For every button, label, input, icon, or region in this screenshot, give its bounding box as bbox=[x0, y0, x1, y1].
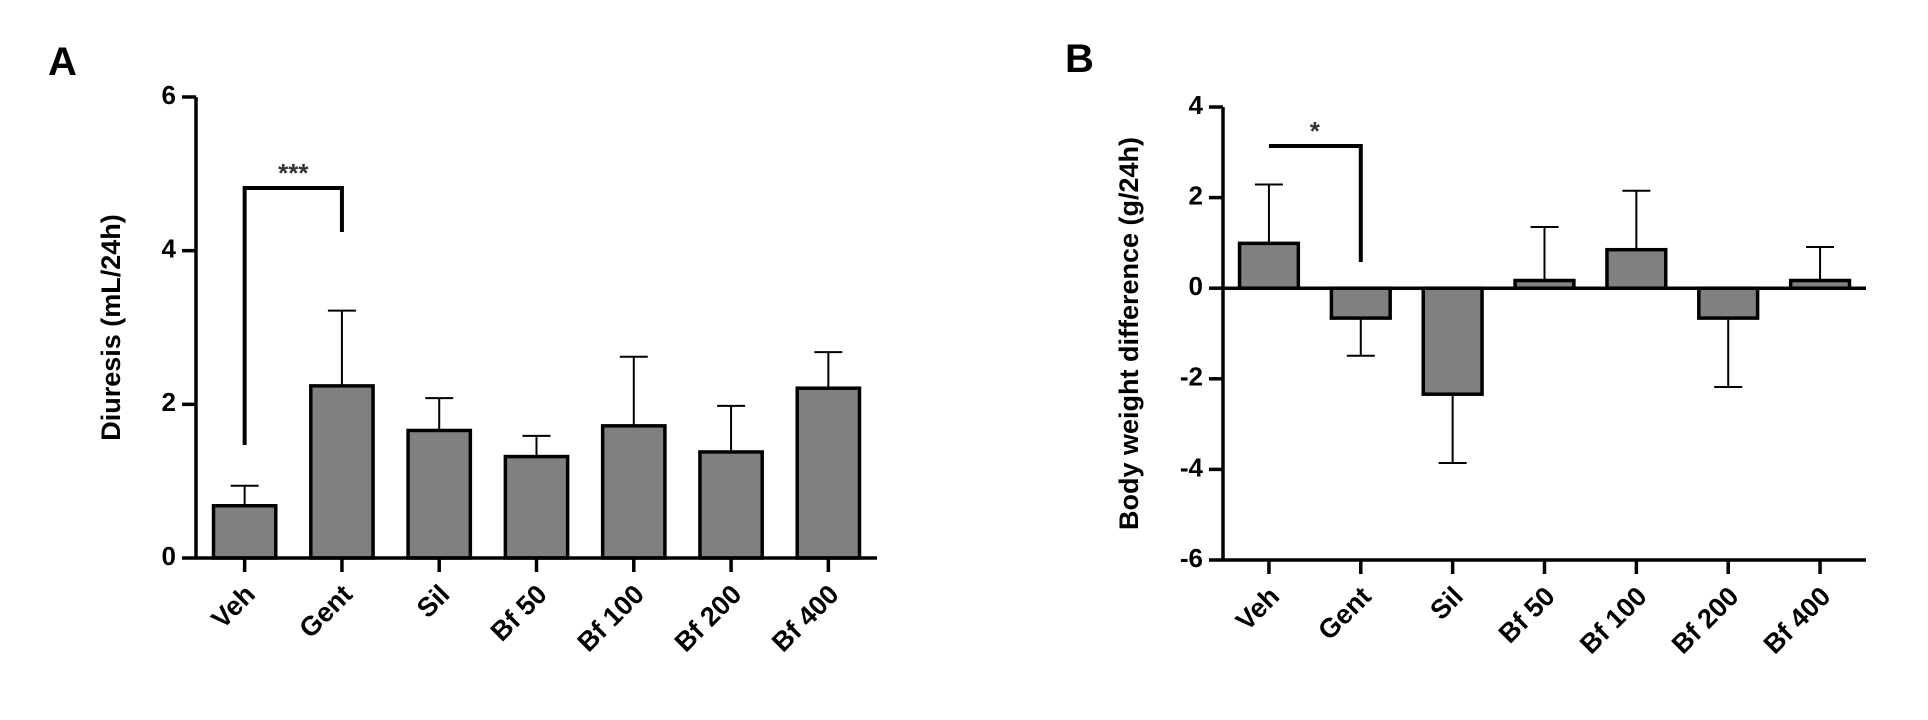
x-tick-label: Bf 400 bbox=[766, 579, 845, 658]
significance-label: *** bbox=[278, 158, 309, 188]
y-tick-label: 0 bbox=[1189, 271, 1203, 301]
x-tick-label: Gent bbox=[1312, 581, 1377, 646]
x-tick-label: Bf 50 bbox=[1493, 581, 1561, 649]
x-tick-label: Bf 400 bbox=[1758, 581, 1837, 660]
bar bbox=[600, 424, 667, 560]
y-axis-label: Body weight difference (g/24h) bbox=[1114, 137, 1144, 530]
bar bbox=[1697, 286, 1760, 320]
y-tick-label: 4 bbox=[162, 234, 177, 264]
x-tick-label: Bf 50 bbox=[485, 579, 553, 647]
bar bbox=[1237, 241, 1301, 290]
panel-label: B bbox=[1065, 37, 1094, 81]
x-tick-label: Gent bbox=[293, 579, 358, 644]
y-tick-label: 0 bbox=[162, 541, 176, 571]
bar bbox=[1421, 286, 1484, 396]
bar bbox=[406, 428, 473, 560]
y-tick-label: -4 bbox=[1180, 452, 1204, 482]
y-tick-label: -2 bbox=[1180, 362, 1203, 392]
y-tick-label: 2 bbox=[162, 387, 176, 417]
significance-label: * bbox=[1310, 116, 1321, 146]
bar bbox=[211, 504, 278, 560]
bar bbox=[795, 386, 862, 560]
x-tick-label: Bf 200 bbox=[1666, 581, 1745, 660]
x-tick-label: Veh bbox=[206, 579, 261, 634]
y-tick-label: 6 bbox=[162, 80, 176, 110]
bar bbox=[309, 384, 375, 560]
x-tick-label: Sil bbox=[411, 579, 456, 624]
bar bbox=[1605, 247, 1668, 290]
y-tick-label: -6 bbox=[1180, 543, 1203, 573]
y-tick-label: 2 bbox=[1189, 180, 1203, 210]
x-tick-label: Bf 100 bbox=[572, 579, 651, 658]
x-tick-label: Sil bbox=[1424, 581, 1469, 626]
x-tick-label: Veh bbox=[1230, 581, 1285, 636]
bar bbox=[503, 454, 570, 560]
y-tick-label: 4 bbox=[1189, 90, 1204, 120]
x-tick-label: Bf 200 bbox=[669, 579, 748, 658]
y-axis-label: Diuresis (mL/24h) bbox=[96, 214, 126, 441]
significance-bracket bbox=[1268, 144, 1363, 262]
bar bbox=[698, 450, 764, 560]
panel-label: A bbox=[48, 40, 77, 84]
significance-bracket bbox=[242, 186, 344, 445]
bar bbox=[1329, 286, 1392, 320]
x-tick-label: Bf 100 bbox=[1574, 581, 1653, 660]
